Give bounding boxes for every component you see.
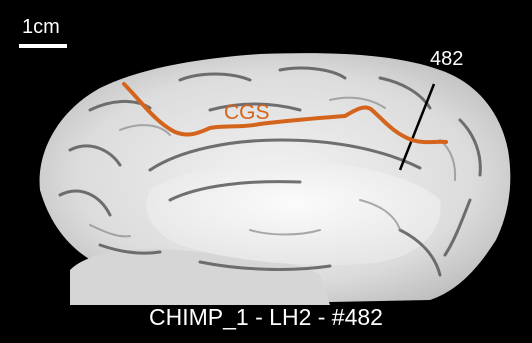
sulcus-label: CGS: [224, 101, 270, 124]
scale-bar-label: 1cm: [22, 16, 60, 38]
image-caption: CHIMP_1 - LH2 - #482: [149, 304, 383, 330]
lower-brain-region: [70, 249, 330, 305]
sulcus-trace: [122, 82, 448, 145]
scale-bar: [19, 44, 67, 48]
slice-marker-label: 482: [430, 48, 464, 70]
slice-marker-line: [398, 83, 436, 171]
